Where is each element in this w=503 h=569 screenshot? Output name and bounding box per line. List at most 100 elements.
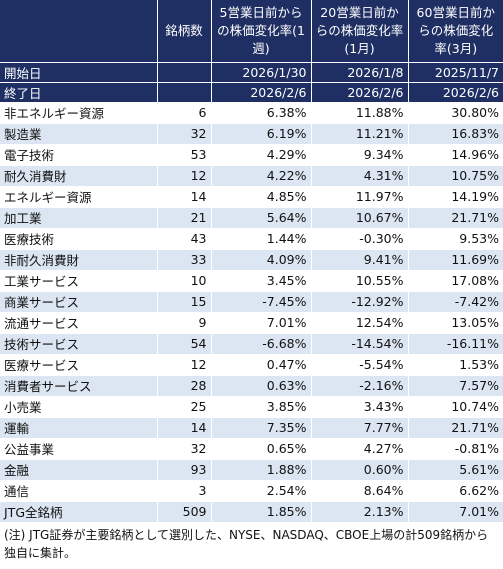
end-date-3month: 2026/2/6 <box>408 82 503 103</box>
change-3month: 21.71% <box>408 417 503 439</box>
change-3month: 21.71% <box>408 207 503 229</box>
change-1month: -5.54% <box>311 354 409 376</box>
header-row: 銘柄数 5営業日前からの株価変化率(1週) 20営業日前からの株価変化率(1月)… <box>0 0 503 63</box>
total-change-1week: 1.85% <box>211 501 312 523</box>
end-date-blank <box>157 82 212 103</box>
change-1week: 3.85% <box>211 396 312 418</box>
table-row: 小売業 25 3.85% 3.43% 10.74% <box>0 396 503 418</box>
total-change-1month: 2.13% <box>311 501 409 523</box>
sector-name: 加工業 <box>0 207 158 229</box>
start-date-label: 開始日 <box>0 62 158 83</box>
change-1week: 2.54% <box>211 480 312 502</box>
stock-count: 32 <box>157 123 212 145</box>
total-change-3month: 7.01% <box>408 501 503 523</box>
change-1week: 6.38% <box>211 102 312 124</box>
stock-count: 32 <box>157 438 212 460</box>
stock-count: 33 <box>157 249 212 271</box>
change-3month: 10.75% <box>408 165 503 187</box>
end-date-1week: 2026/2/6 <box>211 82 312 103</box>
change-1month: 0.60% <box>311 459 409 481</box>
change-1week: 4.22% <box>211 165 312 187</box>
sector-name: 商業サービス <box>0 291 158 313</box>
table-row: 工業サービス 10 3.45% 10.55% 17.08% <box>0 270 503 292</box>
change-1month: -14.54% <box>311 333 409 355</box>
total-row: JTG全銘柄 509 1.85% 2.13% 7.01% <box>0 501 503 523</box>
change-3month: -7.42% <box>408 291 503 313</box>
change-1week: 7.35% <box>211 417 312 439</box>
change-1week: 7.01% <box>211 312 312 334</box>
sector-name: 医療サービス <box>0 354 158 376</box>
table-row: 非耐久消費財 33 4.09% 9.41% 11.69% <box>0 249 503 271</box>
change-3month: 11.69% <box>408 249 503 271</box>
change-1month: 3.43% <box>311 396 409 418</box>
change-1week: -7.45% <box>211 291 312 313</box>
sector-name: 運輸 <box>0 417 158 439</box>
change-1week: 4.29% <box>211 144 312 166</box>
table-row: 非エネルギー資源 6 6.38% 11.88% 30.80% <box>0 102 503 124</box>
change-1week: 0.65% <box>211 438 312 460</box>
stock-count: 53 <box>157 144 212 166</box>
change-1month: -0.30% <box>311 228 409 250</box>
sector-name: 非耐久消費財 <box>0 249 158 271</box>
change-3month: 17.08% <box>408 270 503 292</box>
stock-count: 54 <box>157 333 212 355</box>
sector-name: 流通サービス <box>0 312 158 334</box>
change-1month: 12.54% <box>311 312 409 334</box>
stock-count: 15 <box>157 291 212 313</box>
sector-name: 公益事業 <box>0 438 158 460</box>
change-3month: -16.11% <box>408 333 503 355</box>
change-1month: 10.55% <box>311 270 409 292</box>
table-row: 電子技術 53 4.29% 9.34% 14.96% <box>0 144 503 166</box>
change-1week: 1.88% <box>211 459 312 481</box>
stock-count: 14 <box>157 417 212 439</box>
sector-name: 製造業 <box>0 123 158 145</box>
table-row: 通信 3 2.54% 8.64% 6.62% <box>0 480 503 502</box>
table-row: 流通サービス 9 7.01% 12.54% 13.05% <box>0 312 503 334</box>
end-date-1month: 2026/2/6 <box>311 82 409 103</box>
stock-count: 10 <box>157 270 212 292</box>
change-1month: 9.34% <box>311 144 409 166</box>
table-row: エネルギー資源 14 4.85% 11.97% 14.19% <box>0 186 503 208</box>
change-1month: 4.27% <box>311 438 409 460</box>
table-row: 金融 93 1.88% 0.60% 5.61% <box>0 459 503 481</box>
change-1month: 11.88% <box>311 102 409 124</box>
start-date-row: 開始日 2026/1/30 2026/1/8 2025/11/7 <box>0 62 503 83</box>
change-1month: 10.67% <box>311 207 409 229</box>
stock-count: 14 <box>157 186 212 208</box>
stock-count: 43 <box>157 228 212 250</box>
stock-count: 3 <box>157 480 212 502</box>
change-3month: 5.61% <box>408 459 503 481</box>
total-sector: JTG全銘柄 <box>0 501 158 523</box>
change-3month: 10.74% <box>408 396 503 418</box>
change-1month: 11.97% <box>311 186 409 208</box>
stock-count: 28 <box>157 375 212 397</box>
change-3month: -0.81% <box>408 438 503 460</box>
table-row: 公益事業 32 0.65% 4.27% -0.81% <box>0 438 503 460</box>
footnote: (注) JTG証券が主要銘柄として選別した、NYSE、NASDAQ、CBOE上場… <box>4 527 489 560</box>
change-3month: 9.53% <box>408 228 503 250</box>
table-footer: JTG全銘柄 509 1.85% 2.13% 7.01% <box>0 501 503 523</box>
table-row: 耐久消費財 12 4.22% 4.31% 10.75% <box>0 165 503 187</box>
header-count: 銘柄数 <box>157 0 212 63</box>
change-1month: 9.41% <box>311 249 409 271</box>
change-1week: -6.68% <box>211 333 312 355</box>
header-period-1month: 20営業日前からの株価変化率(1月) <box>311 0 409 63</box>
sector-name: 耐久消費財 <box>0 165 158 187</box>
change-1week: 4.85% <box>211 186 312 208</box>
change-1week: 5.64% <box>211 207 312 229</box>
sector-name: 通信 <box>0 480 158 502</box>
sector-name: 消費者サービス <box>0 375 158 397</box>
change-3month: 7.57% <box>408 375 503 397</box>
change-3month: 30.80% <box>408 102 503 124</box>
header-period-1week: 5営業日前からの株価変化率(1週) <box>211 0 312 63</box>
end-date-row: 終了日 2026/2/6 2026/2/6 2026/2/6 <box>0 82 503 103</box>
table-row: 医療技術 43 1.44% -0.30% 9.53% <box>0 228 503 250</box>
start-date-3month: 2025/11/7 <box>408 62 503 83</box>
change-3month: 16.83% <box>408 123 503 145</box>
table-row: 消費者サービス 28 0.63% -2.16% 7.57% <box>0 375 503 397</box>
stock-count: 93 <box>157 459 212 481</box>
change-1month: -12.92% <box>311 291 409 313</box>
table-body: 非エネルギー資源 6 6.38% 11.88% 30.80% 製造業 32 6.19% 11.2… <box>0 102 503 502</box>
stock-count: 6 <box>157 102 212 124</box>
table-row: 加工業 21 5.64% 10.67% 21.71% <box>0 207 503 229</box>
